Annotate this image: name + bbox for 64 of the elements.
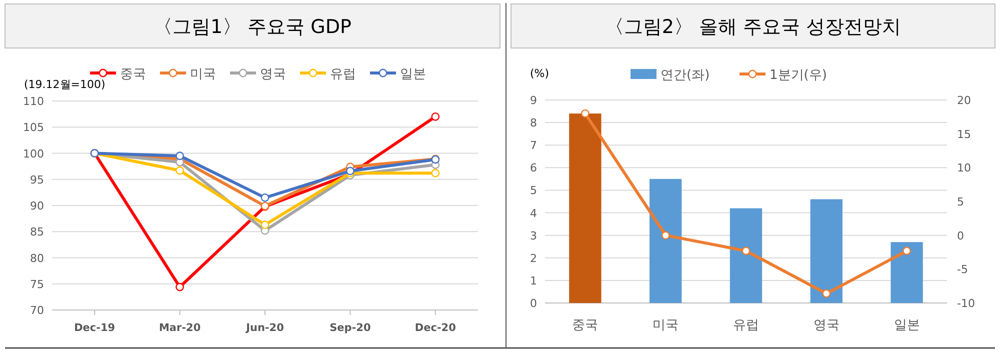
bar	[810, 199, 842, 303]
x-tick-label: Dec-19	[74, 322, 116, 334]
legend-label: 일본	[400, 67, 426, 82]
point	[822, 289, 831, 298]
bar	[730, 208, 762, 303]
y2-tick-label: -5	[957, 263, 968, 276]
y2-tick-label: -10	[957, 297, 975, 310]
y-tick-label: 80	[30, 252, 44, 265]
point	[742, 246, 750, 256]
x-tick-label: Sep-20	[330, 322, 371, 334]
y-tick-label: 8	[530, 116, 537, 130]
y-tick-label: 1	[530, 274, 537, 288]
y-tick-label: 90	[30, 200, 44, 212]
x-tick-label: 중국	[572, 318, 598, 333]
y2-tick-label: 15	[957, 128, 971, 141]
y-tick-label: 6	[530, 162, 537, 175]
legend-label: 영국	[260, 67, 286, 82]
bar	[890, 242, 923, 303]
y-tick-label: 3	[530, 229, 537, 242]
y-tick-label: 75	[30, 278, 44, 291]
y2-tick-label: 5	[957, 196, 964, 208]
point	[176, 166, 184, 175]
x-tick-label: 유럽	[733, 318, 759, 333]
y2-tick-label: 20	[957, 94, 971, 107]
x-tick-label: 일본	[894, 318, 920, 333]
point	[661, 231, 670, 240]
y-tick-label: 110	[23, 95, 44, 108]
y-tick-label: 7	[530, 139, 537, 152]
point	[260, 220, 270, 230]
point	[431, 112, 440, 121]
legend-label: 연간(좌)	[660, 68, 710, 83]
point	[581, 109, 590, 118]
point	[176, 152, 184, 160]
x-tick-label: 미국	[652, 318, 679, 333]
y-axis-title: (%)	[530, 67, 550, 80]
y2-tick-label: 0	[957, 229, 964, 242]
y-tick-label: 5	[530, 184, 537, 198]
point	[176, 282, 184, 292]
y-tick-label: 105	[23, 121, 44, 134]
x-tick-label: Jun-20	[245, 322, 284, 334]
point	[431, 168, 440, 178]
point	[260, 193, 270, 202]
x-tick-label: Mar-20	[158, 322, 201, 334]
legend-label: 중국	[120, 67, 146, 82]
chart-title: 〈그림2〉 올해 주요국 성장전망치	[604, 16, 902, 38]
bar	[569, 114, 602, 303]
y2-tick-label: 10	[957, 162, 971, 175]
y-tick-label: 85	[30, 226, 44, 239]
y-tick-label: 0	[530, 297, 537, 310]
x-tick-label: Dec-20	[414, 322, 456, 334]
bar	[650, 178, 682, 303]
chart-title: 〈그림1〉 주요국 GDP	[154, 16, 352, 38]
legend-label: 유럽	[330, 67, 356, 82]
y-tick-label: 2	[530, 252, 537, 265]
point	[902, 246, 911, 256]
y-tick-label: 95	[30, 173, 44, 186]
y-axis-title: (19.12월=100)	[24, 78, 106, 91]
legend-label: 미국	[190, 67, 216, 82]
y-tick-label: 70	[30, 304, 44, 317]
y-tick-label: 100	[23, 147, 44, 160]
legend-label: 1분기(우)	[770, 68, 827, 83]
y-tick-label: 4	[530, 206, 537, 220]
x-tick-label: 영국	[813, 318, 840, 333]
y-tick-label: 9	[530, 94, 537, 107]
